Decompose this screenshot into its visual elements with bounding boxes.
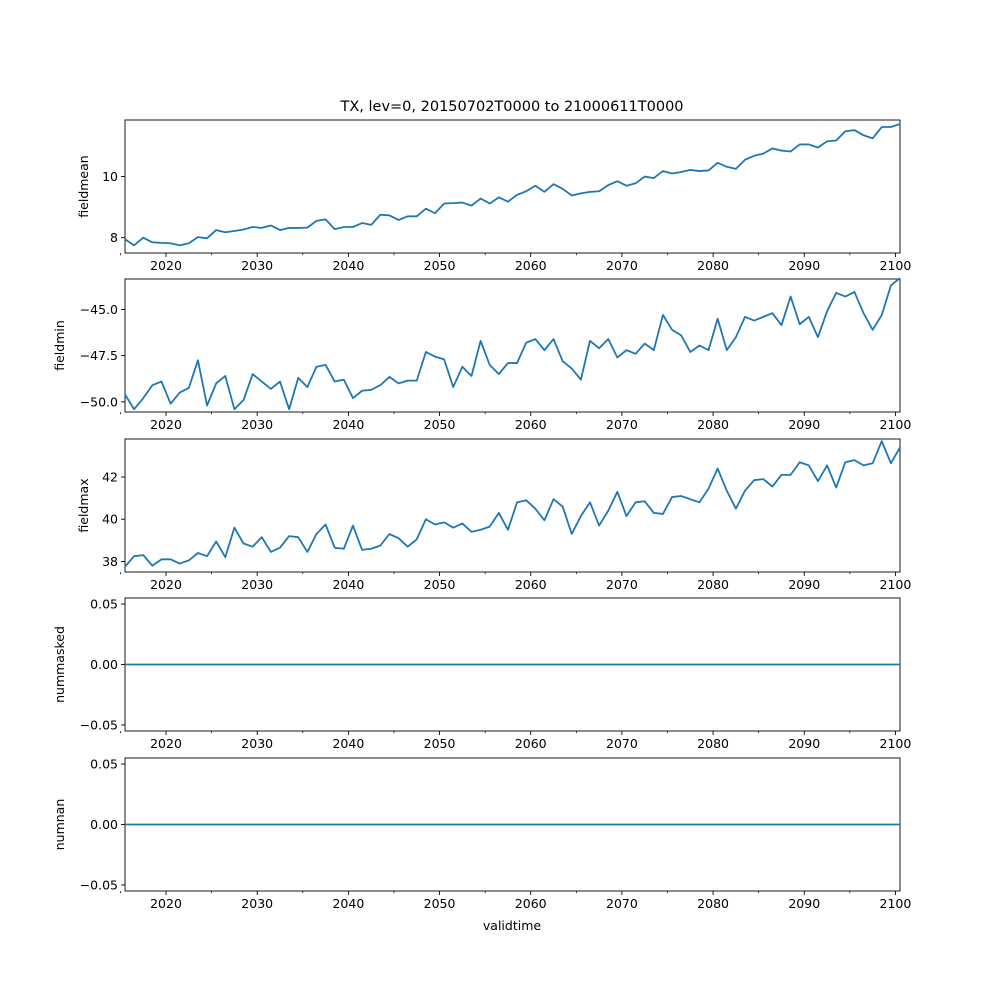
fieldmean-x-tick-label: 2060 xyxy=(515,258,547,273)
fieldmin-x-tick-label: 2030 xyxy=(241,417,273,432)
fieldmin-y-tick-label: −50.0 xyxy=(80,394,118,409)
fieldmin-x-tick-label: 2100 xyxy=(880,417,912,432)
fieldmin-y-axis-label: fieldmin xyxy=(52,320,67,371)
nummasked-x-tick-label: 2050 xyxy=(424,736,456,751)
fieldmin-x-tick-label: 2080 xyxy=(697,417,729,432)
fieldmin-x-tick-label: 2060 xyxy=(515,417,547,432)
numnan-x-tick-label: 2050 xyxy=(424,896,456,911)
fieldmean-series-line xyxy=(124,123,901,247)
fieldmean-x-tick-label: 2100 xyxy=(880,258,912,273)
numnan-y-tick-label: 0.00 xyxy=(90,817,118,832)
nummasked-x-tick-label: 2060 xyxy=(515,736,547,751)
fieldmean-y-axis-label: fieldmean xyxy=(76,155,91,217)
x-axis-label: validtime xyxy=(483,918,541,933)
nummasked-x-tick-label: 2030 xyxy=(241,736,273,751)
fieldmean-y-tick-label: 10 xyxy=(102,169,118,184)
fieldmax-x-tick-label: 2040 xyxy=(332,577,364,592)
subplot-numnan: 2020 2030 2040 2050 2060 2070 2080 2090 2100 −0.0… xyxy=(52,757,911,911)
fieldmax-y-axis-label: fieldmax xyxy=(76,478,91,532)
fieldmax-x-tick-label: 2060 xyxy=(515,577,547,592)
fieldmax-x-tick-label: 2080 xyxy=(697,577,729,592)
nummasked-y-tick-label: 0.05 xyxy=(90,597,118,612)
fieldmin-x-tick-label: 2050 xyxy=(424,417,456,432)
numnan-y-axis-label: numnan xyxy=(52,799,67,851)
chart-title: TX, lev=0, 20150702T0000 to 21000611T000… xyxy=(339,99,683,115)
fieldmean-x-tick-label: 2090 xyxy=(788,258,820,273)
numnan-x-tick-label: 2040 xyxy=(332,896,364,911)
subplots: 2020 2030 2040 2050 2060 2070 2080 2090 2100 8 10 f… xyxy=(52,119,912,911)
nummasked-x-tick-label: 2040 xyxy=(332,736,364,751)
fieldmax-x-tick-label: 2020 xyxy=(150,577,182,592)
fieldmax-y-tick-label: 38 xyxy=(102,554,118,569)
fieldmax-x-tick-label: 2100 xyxy=(880,577,912,592)
nummasked-x-tick-label: 2070 xyxy=(606,736,638,751)
numnan-x-tick-label: 2070 xyxy=(606,896,638,911)
fieldmax-x-tick-label: 2090 xyxy=(788,577,820,592)
nummasked-x-tick-label: 2020 xyxy=(150,736,182,751)
numnan-x-tick-label: 2090 xyxy=(788,896,820,911)
fieldmean-y-tick-label: 8 xyxy=(110,230,118,245)
fieldmax-x-tick-label: 2050 xyxy=(424,577,456,592)
nummasked-y-tick-label: −0.05 xyxy=(80,717,118,732)
numnan-x-tick-label: 2060 xyxy=(515,896,547,911)
fieldmean-x-tick-label: 2050 xyxy=(424,258,456,273)
numnan-x-tick-label: 2020 xyxy=(150,896,182,911)
fieldmin-axes-frame xyxy=(124,278,901,413)
nummasked-x-tick-label: 2080 xyxy=(697,736,729,751)
fieldmean-x-tick-label: 2020 xyxy=(150,258,182,273)
fieldmax-series-line xyxy=(124,440,901,568)
numnan-x-tick-label: 2080 xyxy=(697,896,729,911)
fieldmean-x-tick-label: 2080 xyxy=(697,258,729,273)
fieldmin-x-tick-label: 2020 xyxy=(150,417,182,432)
numnan-y-tick-label: 0.05 xyxy=(90,757,118,772)
numnan-y-tick-label: −0.05 xyxy=(80,877,118,892)
fieldmean-axes-frame xyxy=(124,119,901,254)
subplot-fieldmin: 2020 2030 2040 2050 2060 2070 2080 2090 2100 −50.… xyxy=(52,277,912,432)
fieldmin-x-tick-label: 2090 xyxy=(788,417,820,432)
fieldmax-y-tick-label: 42 xyxy=(102,470,118,485)
fieldmean-x-tick-label: 2070 xyxy=(606,258,638,273)
fieldmax-x-tick-label: 2030 xyxy=(241,577,273,592)
fieldmax-x-tick-label: 2070 xyxy=(606,577,638,592)
nummasked-x-tick-label: 2090 xyxy=(788,736,820,751)
subplot-fieldmax: 2020 2030 2040 2050 2060 2070 2080 2090 2100 38 40… xyxy=(76,438,912,592)
fieldmin-y-tick-label: −45.0 xyxy=(80,302,118,317)
fieldmean-x-tick-label: 2030 xyxy=(241,258,273,273)
fieldmin-x-tick-label: 2040 xyxy=(332,417,364,432)
fieldmin-series-line xyxy=(124,277,901,411)
fieldmin-y-tick-label: −47.5 xyxy=(80,348,118,363)
fieldmin-x-tick-label: 2070 xyxy=(606,417,638,432)
nummasked-x-tick-label: 2100 xyxy=(880,736,912,751)
fieldmean-x-tick-label: 2040 xyxy=(332,258,364,273)
nummasked-y-tick-label: 0.00 xyxy=(90,657,118,672)
numnan-x-tick-label: 2100 xyxy=(880,896,912,911)
nummasked-y-axis-label: nummasked xyxy=(52,626,67,703)
numnan-x-tick-label: 2030 xyxy=(241,896,273,911)
subplot-fieldmean: 2020 2030 2040 2050 2060 2070 2080 2090 2100 8 10 f… xyxy=(76,119,912,273)
subplot-nummasked: 2020 2030 2040 2050 2060 2070 2080 2090 2100 −0.0… xyxy=(52,597,911,751)
fieldmax-axes-frame xyxy=(124,438,901,573)
fieldmax-y-tick-label: 40 xyxy=(102,512,118,527)
